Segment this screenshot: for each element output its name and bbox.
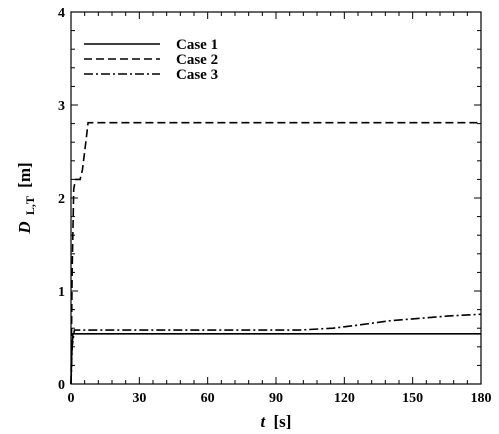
x-tick-label: 30 (132, 391, 146, 406)
y-tick-label: 3 (58, 99, 65, 114)
y-axis-unit: [m] (15, 162, 34, 187)
x-tick-label: 120 (334, 391, 355, 406)
x-tick-label: 90 (269, 391, 283, 406)
x-tick-label: 150 (402, 391, 423, 406)
y-tick-label: 2 (58, 192, 65, 207)
series-layer (70, 121, 482, 385)
x-tick-label: 180 (471, 391, 492, 406)
y-axis-subscript: L,T (23, 196, 37, 215)
legend-label-case-1: Case 1 (176, 37, 218, 53)
y-axis-variable: D (15, 221, 34, 234)
series-line-case-2 (70, 121, 481, 385)
x-tick-label: 0 (68, 391, 75, 406)
x-tick-label: 60 (201, 391, 215, 406)
x-axis-variable: t (261, 412, 267, 431)
series-line-case-1 (70, 332, 481, 385)
legend-label-case-3: Case 3 (176, 67, 218, 83)
y-tick-label: 4 (58, 6, 65, 21)
y-tick-label: 0 (58, 378, 65, 393)
y-axis-title: D L,T [m] (15, 162, 38, 234)
tick-labels: 0 30 60 90 120 150 180 0 1 2 3 4 (58, 6, 492, 406)
x-axis-title: t [s] (261, 412, 292, 431)
axis-ticks (70, 11, 482, 385)
x-axis-unit: [s] (274, 412, 292, 431)
series-line-case-3 (70, 313, 482, 385)
legend-label-case-2: Case 2 (176, 52, 218, 68)
plot-area-frame (70, 11, 482, 385)
y-tick-label: 1 (58, 285, 65, 300)
